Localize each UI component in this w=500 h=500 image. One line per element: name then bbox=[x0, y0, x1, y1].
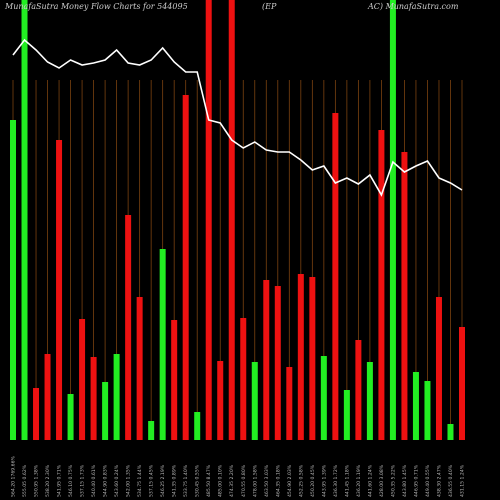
bar bbox=[424, 381, 431, 440]
bar bbox=[217, 361, 224, 440]
x-tick-label: 463.50 3.03% bbox=[264, 464, 270, 497]
bar bbox=[412, 372, 419, 440]
chart-title: AC) MunafaSutra.com bbox=[367, 2, 459, 11]
x-tick-label: 443.95 1.39% bbox=[321, 464, 327, 497]
x-tick-label: 537.15 1.73% bbox=[80, 464, 86, 497]
bar bbox=[33, 388, 40, 440]
x-tick-label: 540.40 0.61% bbox=[91, 464, 97, 497]
x-tick-label: 474.35 2.20% bbox=[229, 464, 235, 497]
bar bbox=[56, 140, 63, 440]
bar bbox=[10, 120, 16, 440]
x-tick-label: 441.45 1.18% bbox=[344, 464, 350, 497]
bar bbox=[194, 412, 201, 440]
x-tick-label: 537.15 0.45% bbox=[149, 464, 155, 497]
bar bbox=[113, 354, 120, 440]
x-tick-label: 550.95 1.38% bbox=[34, 464, 40, 497]
bar bbox=[159, 249, 166, 440]
x-tick-label: 543.60 0.24% bbox=[114, 464, 120, 497]
x-tick-label: 441.60 1.24% bbox=[367, 464, 373, 497]
bar bbox=[343, 390, 350, 440]
bar bbox=[102, 382, 109, 440]
bar bbox=[366, 362, 373, 440]
bar bbox=[274, 286, 281, 440]
bar bbox=[21, 0, 28, 440]
x-tick-label: 485.00 0.10% bbox=[218, 464, 224, 497]
bar bbox=[447, 424, 454, 440]
bar bbox=[79, 319, 86, 440]
x-tick-label: 436.55 0.40% bbox=[448, 464, 454, 497]
x-tick-label: 450.35 5.22% bbox=[390, 464, 396, 497]
x-tick-label: 428.00 3.08% bbox=[379, 464, 385, 497]
bar bbox=[435, 297, 442, 440]
chart-title: MunafaSutra Money Flow Charts for 544095 bbox=[4, 2, 188, 11]
x-tick-label: 452.25 0.58% bbox=[298, 464, 304, 497]
bar bbox=[378, 130, 385, 440]
x-tick-label: 564.20 1769.66% bbox=[11, 455, 17, 497]
x-tick-label: 450.20 0.45% bbox=[310, 464, 316, 497]
bar bbox=[263, 280, 270, 440]
bar bbox=[240, 318, 247, 440]
bar bbox=[205, 0, 212, 440]
x-tick-label: 544.90 0.83% bbox=[103, 464, 109, 497]
x-tick-label: 470.55 0.80% bbox=[241, 464, 247, 497]
bar bbox=[182, 95, 189, 440]
bar bbox=[309, 277, 316, 440]
x-tick-label: 443.80 1.45% bbox=[402, 464, 408, 497]
bar bbox=[44, 354, 51, 440]
x-tick-label: 538.20 2.30% bbox=[45, 464, 51, 497]
x-tick-label: 530.45 0.55% bbox=[195, 464, 201, 497]
x-tick-label: 436.20 1.19% bbox=[356, 464, 362, 497]
x-tick-label: 438.30 2.47% bbox=[436, 464, 442, 497]
x-tick-label: 431.15 1.24% bbox=[460, 464, 466, 497]
bar bbox=[171, 320, 178, 440]
bar bbox=[355, 340, 362, 440]
x-tick-label: 454.90 2.03% bbox=[287, 464, 293, 497]
bar bbox=[332, 113, 339, 440]
x-tick-label: 436.30 1.72% bbox=[333, 464, 339, 497]
money-flow-line bbox=[12, 38, 463, 197]
bar bbox=[67, 394, 74, 440]
bar bbox=[286, 367, 293, 440]
bar bbox=[125, 215, 132, 440]
bar bbox=[401, 152, 408, 440]
x-tick-label: 555.05 0.62% bbox=[22, 464, 28, 497]
x-tick-label: 478.00 1.58% bbox=[252, 464, 258, 497]
x-tick-label: 464.35 0.18% bbox=[275, 464, 281, 497]
bar bbox=[297, 274, 304, 440]
x-tick-label: 446.95 0.71% bbox=[413, 464, 419, 497]
bar bbox=[228, 0, 235, 440]
x-tick-label: 542.00 1.35% bbox=[126, 464, 132, 497]
bar bbox=[90, 357, 97, 440]
bar bbox=[148, 421, 155, 440]
chart-title: (EP bbox=[262, 2, 277, 11]
x-tick-label: 534.75 1.44% bbox=[137, 464, 143, 497]
bar bbox=[459, 327, 465, 440]
x-tick-label: 546.10 0.75% bbox=[68, 464, 74, 497]
x-tick-label: 546.25 2.19% bbox=[160, 464, 166, 497]
x-tick-label: 485.50 8.47% bbox=[206, 464, 212, 497]
x-tick-label: 541.35 0.89% bbox=[172, 464, 178, 497]
bar bbox=[251, 362, 258, 440]
x-tick-label: 533.75 1.40% bbox=[183, 464, 189, 497]
x-tick-label: 449.40 0.55% bbox=[425, 464, 431, 497]
bar bbox=[136, 297, 143, 440]
x-tick-label: 541.95 0.71% bbox=[57, 464, 63, 497]
bar bbox=[320, 356, 327, 440]
bar bbox=[389, 0, 396, 440]
